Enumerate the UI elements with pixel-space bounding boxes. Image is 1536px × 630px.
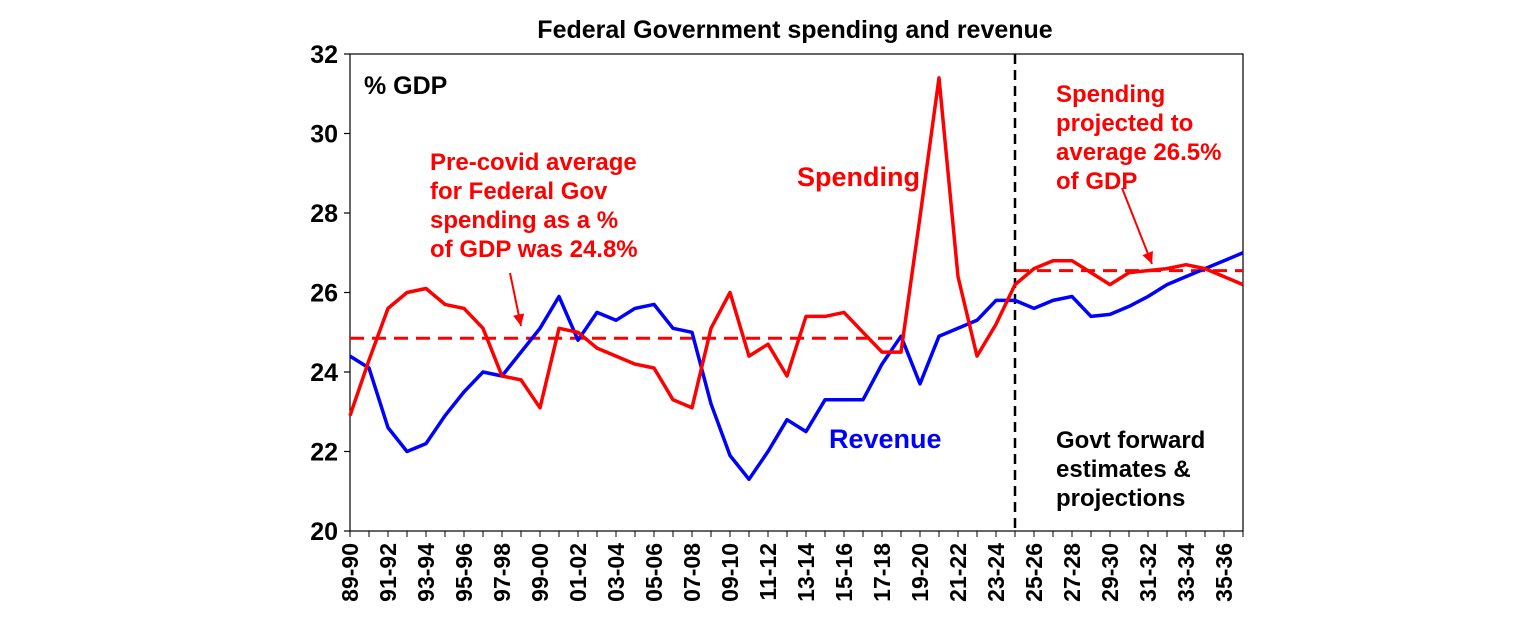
x-tick-label: 95-96 bbox=[451, 543, 477, 602]
plot-area: 20 22 24 26 28 30 32 89-90 91-92 93-94 95-96 97-98 9… bbox=[310, 41, 1244, 602]
spending-series-label: Spending bbox=[797, 162, 920, 192]
y-tick-label: 32 bbox=[310, 41, 338, 69]
y-tick-label: 24 bbox=[310, 359, 338, 387]
projected-annotation: Spending projected to average 26.5% of GDP bbox=[1056, 81, 1221, 195]
x-tick-label: 05-06 bbox=[641, 543, 667, 602]
x-tick-label: 13-14 bbox=[793, 543, 819, 602]
projected-arrow bbox=[1121, 187, 1153, 265]
y-tick-label: 22 bbox=[310, 439, 338, 467]
y-tick-label: 26 bbox=[310, 280, 338, 308]
series-line-spending bbox=[348, 76, 1244, 417]
x-tick-label: 17-18 bbox=[869, 543, 895, 602]
x-tick-label: 29-30 bbox=[1097, 543, 1123, 602]
x-tick-label: 15-16 bbox=[831, 543, 857, 602]
chart-title: Federal Government spending and revenue bbox=[537, 16, 1053, 44]
x-tick-label: 99-00 bbox=[527, 543, 553, 602]
x-tick-label: 23-24 bbox=[983, 543, 1009, 602]
x-tick-label: 21-22 bbox=[945, 543, 971, 602]
projected-arrow-head bbox=[1142, 251, 1153, 264]
x-tick-label: 89-90 bbox=[337, 543, 363, 602]
x-tick-label: 27-28 bbox=[1059, 543, 1085, 602]
x-tick-label: 91-92 bbox=[375, 543, 401, 602]
y-tick-label: 30 bbox=[310, 121, 338, 149]
x-tick-label: 19-20 bbox=[907, 543, 933, 602]
revenue-series-label: Revenue bbox=[829, 424, 942, 454]
pre-covid-annotation: Pre-covid average for Federal Gov spending… bbox=[430, 149, 638, 263]
x-tick-label: 31-32 bbox=[1135, 543, 1161, 602]
forward-estimates-annotation: Govt forward estimates & projections bbox=[1056, 427, 1205, 512]
x-tick-label: 03-04 bbox=[603, 543, 629, 602]
x-tick-label: 33-34 bbox=[1173, 543, 1199, 602]
x-tick-label: 07-08 bbox=[679, 543, 705, 602]
x-tick-label: 97-98 bbox=[489, 543, 515, 602]
x-tick-label: 25-26 bbox=[1021, 543, 1047, 602]
series-line-revenue bbox=[349, 251, 1244, 482]
y-tick-label: 28 bbox=[310, 200, 338, 228]
pre-covid-arrow-head bbox=[513, 313, 525, 326]
y-axis-label: % GDP bbox=[364, 72, 447, 100]
x-tick-label: 11-12 bbox=[755, 543, 781, 601]
y-tick-label: 20 bbox=[310, 518, 338, 546]
x-tick-label: 93-94 bbox=[413, 543, 439, 602]
x-tick-label: 09-10 bbox=[717, 543, 743, 602]
x-tick-label: 01-02 bbox=[565, 543, 591, 602]
x-tick-label: 35-36 bbox=[1211, 543, 1237, 602]
